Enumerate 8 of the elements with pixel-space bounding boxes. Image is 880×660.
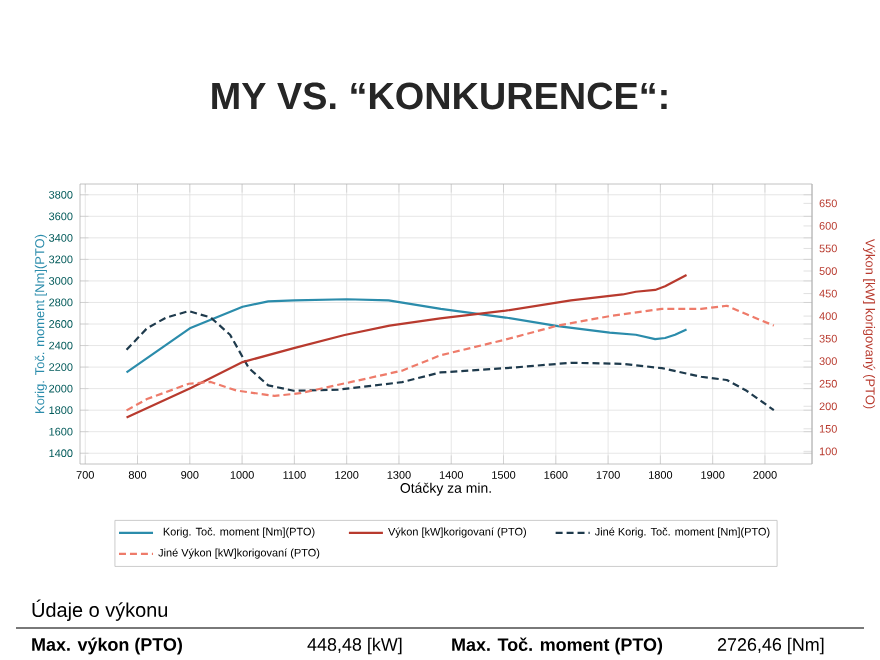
chart-title: MY VS. “KONKURENCE“: [212,82,667,110]
line-series [125,273,688,419]
text: 2726,46 [Nm] [717,637,824,655]
line-series [125,298,688,374]
text: Max. výkon (PTO) [32,637,182,655]
text: Max. Toč. moment (PTO) [452,637,663,655]
text: 448,48 [kW] [307,637,402,655]
text: Údaje o výkonu [32,599,168,621]
